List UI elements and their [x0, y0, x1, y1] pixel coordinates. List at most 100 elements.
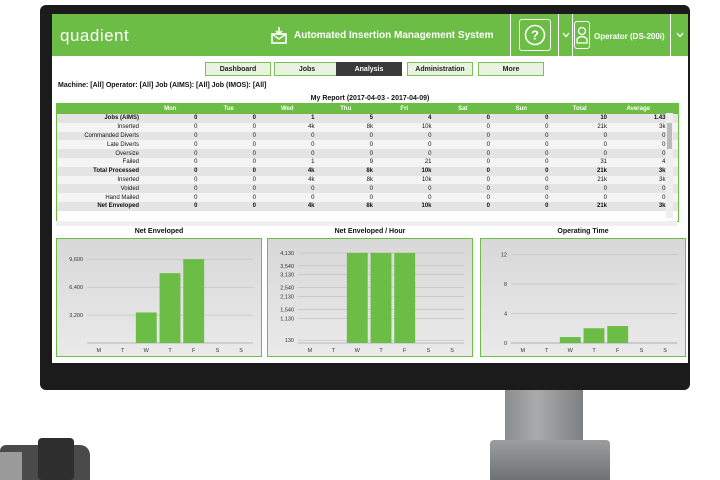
chart-svg: 0 4 8 12 M T W T F S S: [501, 252, 677, 354]
table-cell: 3k: [659, 176, 666, 183]
table-row[interactable]: Jobs (AIMS) 0 0 1 5 4 0 0 10 1.43: [57, 114, 678, 123]
y-tick-label: 8: [504, 282, 507, 288]
column-header[interactable]: Total: [572, 106, 587, 112]
y-tick-label: 2,540: [280, 286, 294, 292]
y-tick-label: 3,540: [280, 264, 294, 270]
filter-bar[interactable]: Machine: [All] Operator: [All] Job (AIMS…: [58, 82, 267, 89]
table-row[interactable]: Late Diverts 0 0 0 0 0 0 0 0 0: [57, 140, 678, 150]
scrollbar-thumb[interactable]: [667, 123, 672, 149]
x-tick-label: T: [592, 348, 596, 354]
table-cell: 0: [194, 132, 198, 139]
x-tick-label: F: [192, 348, 196, 354]
table-row[interactable]: Hand Mailed 0 0 0 0 0 0 0 0 0: [57, 193, 678, 202]
x-tick-label: T: [168, 348, 172, 354]
y-tick-label: 12: [501, 252, 507, 258]
operator-dropdown[interactable]: [670, 14, 688, 56]
table-cell: 10: [600, 115, 607, 122]
table-cell: 0: [545, 132, 549, 139]
x-tick-label: W: [568, 348, 574, 354]
table-cell: 10k: [421, 203, 432, 210]
table-row[interactable]: Inserted 0 0 4k 8k 10k 0 0 21k 3k: [57, 122, 678, 132]
table-cell: 0: [428, 150, 432, 157]
monitor-stand-base: [490, 440, 610, 480]
table-cell: 10k: [421, 168, 432, 175]
y-tick-label: 0: [504, 341, 507, 347]
table-cell: 0: [603, 132, 607, 139]
table-cell: 0: [486, 168, 490, 175]
tab-more[interactable]: More: [478, 62, 544, 76]
table-cell: 3k: [658, 168, 666, 175]
column-header[interactable]: [57, 104, 143, 114]
table-cell: 0: [545, 168, 549, 175]
column-header[interactable]: Tue: [223, 106, 234, 112]
chart-panel-net-enveloped: Net Enveloped 3,200 6,400 9,600 M T W T F S S: [56, 228, 262, 357]
y-tick-label: 130: [285, 338, 294, 344]
table-cell: 0: [428, 185, 432, 192]
table-cell: 31: [600, 159, 607, 166]
x-tick-label: S: [663, 348, 667, 354]
table-cell: 0: [194, 168, 198, 175]
table-cell: 0: [545, 124, 549, 131]
table-row[interactable]: Net Enveloped 0 0 4k 8k 10k 0 0 21k 3k: [57, 201, 678, 211]
table-cell: 3k: [658, 203, 666, 210]
tab-administration[interactable]: Administration: [407, 62, 473, 76]
row-label: Jobs (AIMS): [104, 115, 139, 122]
inserter-part: [38, 438, 74, 480]
table-row[interactable]: Voided 0 0 0 0 0 0 0 0 0: [57, 184, 678, 194]
row-label: Net Enveloped: [97, 203, 139, 210]
chevron-down-icon: [676, 32, 684, 38]
table-row[interactable]: Total Processed 0 0 4k 8k 10k 0 0 21k 3k: [57, 166, 678, 176]
x-tick-label: T: [121, 348, 125, 354]
column-header[interactable]: Fri: [400, 106, 409, 112]
y-tick-label: 4: [504, 311, 507, 317]
row-label: Inserted: [117, 176, 139, 183]
table-horizontal-scrollbar[interactable]: [56, 221, 677, 226]
table-cell: 0: [545, 115, 549, 122]
table-cell: 0: [252, 168, 256, 175]
table-cell: 8k: [366, 168, 373, 175]
column-header[interactable]: Sun: [515, 106, 527, 112]
table-cell: 4k: [308, 176, 315, 183]
x-tick-label: W: [144, 348, 150, 354]
row-label: Voided: [120, 185, 139, 192]
table-cell: 8k: [366, 124, 373, 131]
table-cell: 0: [486, 203, 490, 210]
help-dropdown[interactable]: [558, 14, 573, 56]
user-button[interactable]: [572, 14, 591, 56]
table-cell: 0: [486, 159, 490, 166]
column-header[interactable]: Wed: [280, 106, 294, 112]
table-cell: 0: [545, 150, 549, 157]
table-cell: 0: [311, 150, 315, 157]
column-header[interactable]: Mon: [164, 106, 177, 112]
svg-text:?: ?: [531, 28, 539, 43]
table-cell: 0: [603, 194, 607, 201]
column-header[interactable]: Sat: [458, 106, 468, 112]
x-tick-label: S: [450, 348, 454, 354]
column-header[interactable]: Thu: [340, 106, 352, 112]
help-button[interactable]: ?: [510, 14, 559, 56]
table-cell: 0: [486, 150, 490, 157]
report-table: Mon Tue Wed Thu Fri Sat Sun Total Average Jobs (…: [56, 103, 679, 222]
table-header: Mon Tue Wed Thu Fri Sat Sun Total Average: [57, 104, 678, 114]
x-tick-label: W: [355, 348, 361, 354]
tab-jobs[interactable]: Jobs: [274, 62, 340, 76]
tab-dashboard[interactable]: Dashboard: [205, 62, 271, 76]
table-row[interactable]: Commanded Diverts 0 0 0 0 0 0 0 0 0: [57, 131, 678, 141]
top-bar: quadient Automated Insertion Management …: [52, 14, 688, 56]
report-title: My Report (2017-04-03 - 2017-04-09): [310, 95, 430, 102]
x-tick-label: S: [427, 348, 431, 354]
chart-panel-net-enveloped-hour: Net Enveloped / Hour 130 1,130 1,540 2,130 2…: [267, 228, 473, 357]
table-row[interactable]: Inserted 0 0 4k 8k 10k 0 0 21k 3k: [57, 175, 678, 185]
row-label: Oversize: [115, 150, 139, 157]
table-cell: 0: [662, 150, 666, 157]
tab-analysis[interactable]: Analysis: [336, 62, 402, 76]
table-cell: 4k: [307, 203, 315, 210]
y-tick-label: 3,200: [69, 313, 83, 319]
table-cell: 0: [252, 194, 256, 201]
table-cell: 0: [369, 141, 373, 148]
column-header[interactable]: Average: [626, 106, 650, 112]
chart-plot: 130 1,130 1,540 2,130 2,540 3,130 3,540 4,130 M T…: [267, 238, 473, 357]
table-vertical-scrollbar[interactable]: [666, 113, 673, 218]
table-row[interactable]: Failed 0 0 1 9 21 0 0 31 4: [57, 157, 678, 167]
table-row[interactable]: Oversize 0 0 0 0 0 0 0 0 0: [57, 149, 678, 158]
